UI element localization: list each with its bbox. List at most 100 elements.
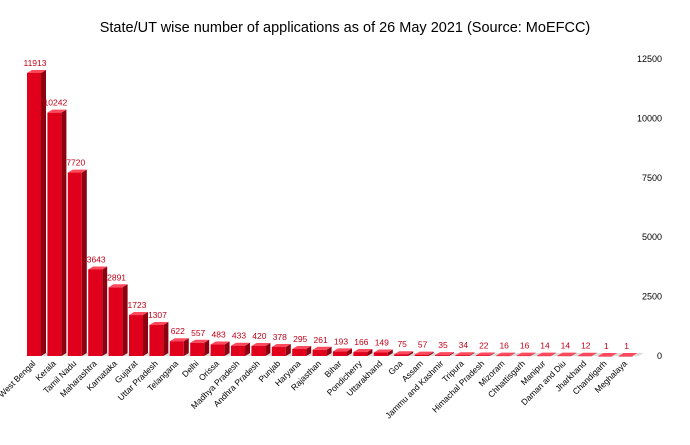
- data-label: 420: [252, 331, 266, 341]
- bar: [190, 342, 205, 356]
- y-tick-label: 12500: [637, 54, 662, 64]
- bar-top: [88, 266, 108, 270]
- bar-top: [210, 341, 230, 345]
- bar-top: [455, 352, 475, 356]
- data-label: 7720: [66, 158, 85, 168]
- bar-side: [612, 352, 618, 356]
- bar-side: [347, 348, 352, 356]
- bar: [333, 351, 347, 356]
- bar: [516, 355, 531, 357]
- bar-side: [489, 352, 495, 356]
- bar-top: [149, 321, 169, 325]
- bar: [88, 269, 103, 356]
- bar: [373, 352, 388, 356]
- data-label: 1: [604, 341, 609, 351]
- bar-top: [435, 352, 454, 356]
- bar: [435, 355, 449, 356]
- bar-side: [265, 343, 271, 356]
- bar-side: [510, 352, 516, 356]
- bar-top: [271, 344, 291, 348]
- bar-side: [408, 351, 414, 356]
- bar-top: [312, 346, 332, 350]
- data-label: 295: [293, 334, 307, 344]
- bar-side: [551, 352, 556, 356]
- bar: [169, 341, 184, 356]
- bar: [231, 345, 245, 356]
- bar: [353, 352, 368, 356]
- data-label: 12: [581, 341, 591, 351]
- bar-side: [81, 169, 87, 356]
- data-label: 1307: [148, 310, 167, 320]
- y-tick-label: 5000: [642, 232, 662, 242]
- bar-side: [428, 351, 434, 356]
- bar-side: [306, 345, 312, 356]
- y-tick-label: 7500: [642, 173, 662, 183]
- bar-side: [387, 349, 393, 356]
- bar-top: [108, 284, 128, 288]
- bar-side: [285, 344, 291, 356]
- data-label: 22: [479, 340, 489, 350]
- data-label: 10242: [44, 98, 68, 108]
- bar: [108, 287, 123, 356]
- bar: [149, 324, 164, 356]
- data-label: 483: [212, 330, 226, 340]
- bar-top: [190, 339, 210, 343]
- bar-top: [537, 352, 556, 356]
- bar: [67, 172, 82, 356]
- bar: [27, 72, 41, 357]
- bar-top: [598, 352, 618, 356]
- bar-side: [469, 352, 475, 356]
- data-label: 16: [499, 341, 509, 351]
- data-label: 3643: [87, 254, 106, 264]
- bar-side: [163, 321, 169, 356]
- bar-side: [204, 339, 210, 356]
- bar-side: [530, 352, 536, 356]
- data-label: 2891: [107, 272, 126, 282]
- bar-top: [618, 352, 638, 356]
- y-tick-label: 0: [657, 351, 662, 361]
- y-tick-label: 10000: [637, 113, 662, 123]
- bar: [618, 355, 633, 357]
- data-label: 11913: [23, 58, 46, 68]
- bar-side: [591, 352, 597, 356]
- data-label: 166: [354, 337, 368, 347]
- bar: [312, 349, 327, 356]
- bar-top: [394, 351, 414, 355]
- bar: [251, 346, 266, 356]
- data-label: 622: [171, 326, 185, 336]
- bar-top: [496, 352, 516, 356]
- data-label: 35: [438, 340, 448, 350]
- bar: [598, 355, 613, 357]
- bar-top: [516, 352, 536, 356]
- data-label: 1723: [128, 300, 147, 310]
- bar-top: [353, 349, 373, 353]
- data-label: 14: [561, 341, 571, 351]
- bar-top: [373, 349, 393, 353]
- data-label: 1: [624, 341, 629, 351]
- bar-top: [67, 169, 87, 173]
- bar-side: [61, 109, 67, 356]
- bar-top: [251, 343, 271, 347]
- bar: [129, 315, 143, 356]
- bar-top: [414, 351, 434, 355]
- category-label: West Bengal: [0, 358, 37, 399]
- bar-side: [143, 312, 148, 356]
- data-label: 433: [232, 331, 246, 341]
- bar: [537, 355, 551, 357]
- bar: [557, 355, 572, 357]
- data-label: 16: [520, 341, 530, 351]
- bar: [210, 344, 225, 356]
- bar: [271, 347, 286, 356]
- bar-top: [577, 352, 597, 356]
- bar: [475, 355, 490, 356]
- bar-side: [367, 349, 373, 356]
- bar-top: [475, 352, 495, 356]
- bar-side: [632, 352, 638, 356]
- bar-top: [129, 312, 148, 316]
- bar-side: [449, 352, 454, 356]
- bar-side: [571, 352, 577, 356]
- data-label: 557: [191, 328, 205, 338]
- bar-top: [47, 109, 67, 113]
- data-label: 57: [418, 340, 428, 350]
